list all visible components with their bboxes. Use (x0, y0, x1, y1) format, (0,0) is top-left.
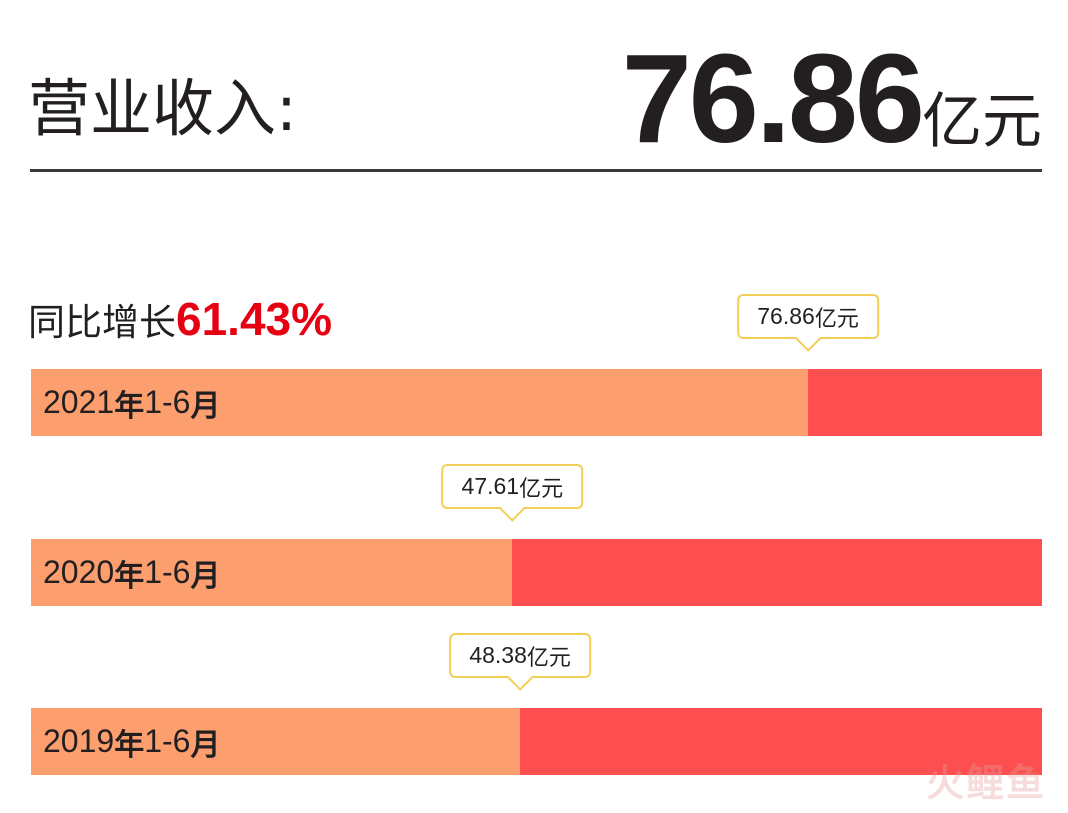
bar-fill (31, 539, 513, 606)
header-divider (30, 169, 1042, 172)
revenue-headline: 76.86亿元 (622, 36, 1042, 162)
revenue-value: 76.86 (621, 28, 925, 169)
watermark-logo: 火鲤鱼 (925, 761, 1046, 805)
bar-value-label: 76.86 亿元 (737, 294, 879, 339)
bar-fill (31, 708, 521, 775)
revenue-label: 营业收入: (28, 72, 297, 145)
growth-value: 61.43% (176, 293, 333, 345)
bar-track: 2021 年 1-6 月 (31, 369, 1042, 436)
bar-category-label: 2020 年 1-6 月 (43, 554, 221, 594)
bar-value-label: 48.38 亿元 (449, 633, 591, 678)
bar-category-label: 2021 年 1-6 月 (43, 384, 221, 424)
bar-value-number: 47.61 (461, 473, 520, 499)
bar-value-number: 48.38 (469, 642, 527, 668)
bar-track: 2020 年 1-6 月 (31, 539, 1042, 606)
bar-fill (31, 369, 809, 436)
bar-track: 2019 年 1-6 月 (31, 708, 1042, 775)
bar-value-label: 47.61 亿元 (441, 464, 584, 509)
growth-summary: 同比增长61.43% (28, 296, 332, 342)
bar-value-number: 76.86 (757, 303, 815, 329)
bar-value-unit: 亿元 (526, 645, 571, 671)
bar-value-unit: 亿元 (519, 476, 564, 502)
bar-category-label: 2019 年 1-6 月 (43, 723, 221, 763)
growth-label: 同比增长 (28, 301, 176, 344)
bar-value-unit: 亿元 (814, 306, 859, 332)
revenue-unit: 亿元 (922, 87, 1042, 157)
